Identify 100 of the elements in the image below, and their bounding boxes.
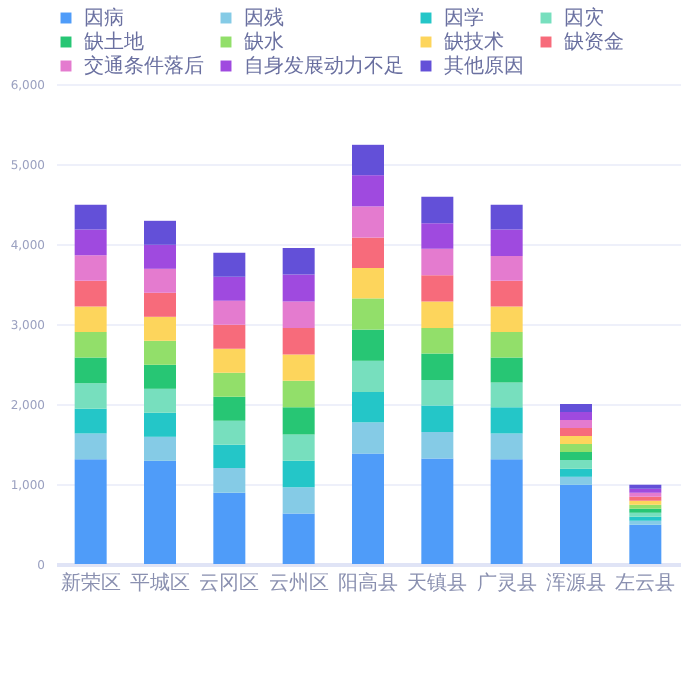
- bar: [560, 412, 592, 420]
- bar: [490, 229, 523, 256]
- bar: [352, 360, 384, 392]
- bar: [144, 412, 176, 437]
- bar: [144, 340, 176, 365]
- bar: [490, 357, 523, 383]
- bar: [282, 460, 315, 488]
- bar: [144, 316, 176, 341]
- bar: [490, 459, 523, 564]
- bar: [560, 452, 592, 460]
- legend-label: 因灾: [564, 6, 604, 30]
- bar: [352, 175, 384, 207]
- x-tick-label: 云州区: [268, 571, 329, 595]
- bar: [74, 332, 107, 358]
- bar: [421, 405, 454, 432]
- bar: [490, 306, 523, 332]
- bar: [421, 275, 454, 302]
- bar: [213, 444, 246, 468]
- legend-label: 缺水: [244, 30, 284, 54]
- bar: [213, 420, 246, 445]
- x-tick-label: 云冈区: [199, 573, 260, 595]
- bar: [352, 144, 384, 176]
- bar: [282, 407, 315, 435]
- bar: [74, 357, 107, 384]
- bar: [352, 206, 384, 238]
- bar: [282, 513, 315, 564]
- bar: [74, 459, 107, 564]
- bar: [74, 383, 107, 409]
- bar: [490, 280, 523, 307]
- bar: [144, 364, 176, 389]
- bar: [352, 268, 384, 299]
- bar: [490, 407, 523, 434]
- bar: [144, 460, 176, 564]
- bar: [144, 292, 176, 317]
- legend-label: 因残: [244, 6, 284, 30]
- bar: [213, 324, 246, 349]
- bar: [560, 444, 592, 452]
- legend-label: 交通条件落后: [84, 54, 204, 78]
- bar: [421, 196, 454, 224]
- bar: [560, 476, 592, 485]
- bar: [560, 436, 592, 444]
- bar: [352, 237, 384, 268]
- bar: [282, 328, 315, 355]
- bar: [282, 354, 315, 381]
- bar: [213, 348, 246, 373]
- x-tick-label: 阳高县: [338, 571, 398, 595]
- bar: [74, 204, 107, 230]
- bar: [213, 252, 246, 277]
- bar: [352, 392, 384, 423]
- bar: [144, 244, 176, 269]
- legend-label: 其他原因: [444, 54, 524, 78]
- bar: [421, 223, 454, 249]
- bar: [213, 276, 246, 301]
- legend-label: 因学: [444, 6, 484, 30]
- bar: [352, 422, 384, 454]
- bar: [560, 404, 592, 412]
- bar: [282, 248, 315, 275]
- legend-label: 自身发展动力不足: [244, 54, 404, 78]
- bar: [74, 408, 107, 434]
- bar: [421, 248, 454, 276]
- bar: [213, 492, 246, 564]
- bar: [352, 329, 384, 361]
- bar: [282, 487, 315, 514]
- bar: [144, 268, 176, 293]
- bar: [352, 453, 384, 564]
- bar: [490, 433, 523, 460]
- bar: [560, 428, 592, 436]
- bar: [421, 301, 454, 328]
- bar: [421, 353, 454, 380]
- bar: [352, 298, 384, 330]
- bar: [560, 460, 592, 469]
- bar: [74, 306, 107, 332]
- legend-label: 缺资金: [564, 30, 624, 54]
- legend-label: 缺技术: [444, 30, 504, 54]
- bar: [144, 220, 176, 245]
- bar: [560, 420, 592, 428]
- bar: [282, 380, 315, 408]
- bar: [74, 433, 107, 460]
- bar: [490, 256, 523, 281]
- bar: [144, 388, 176, 413]
- bar: [421, 432, 454, 459]
- bar: [74, 255, 107, 281]
- x-tick-label: 天镇县: [407, 571, 468, 595]
- bar: [490, 382, 523, 408]
- bar: [490, 332, 523, 358]
- bar: [213, 468, 246, 493]
- legend-label: 因病: [84, 6, 124, 30]
- bar: [213, 396, 246, 421]
- bar: [421, 458, 454, 564]
- bar: [560, 484, 592, 564]
- bar: [282, 301, 315, 328]
- x-tick-label: 浑源县: [546, 571, 606, 595]
- x-tick-label: 平城区: [130, 571, 190, 595]
- bar: [144, 436, 176, 461]
- bar: [282, 434, 315, 461]
- bar: [282, 274, 315, 302]
- bar: [490, 204, 523, 230]
- x-tick-label: 新荣区: [60, 571, 121, 595]
- bar: [74, 280, 107, 307]
- bar: [421, 328, 454, 354]
